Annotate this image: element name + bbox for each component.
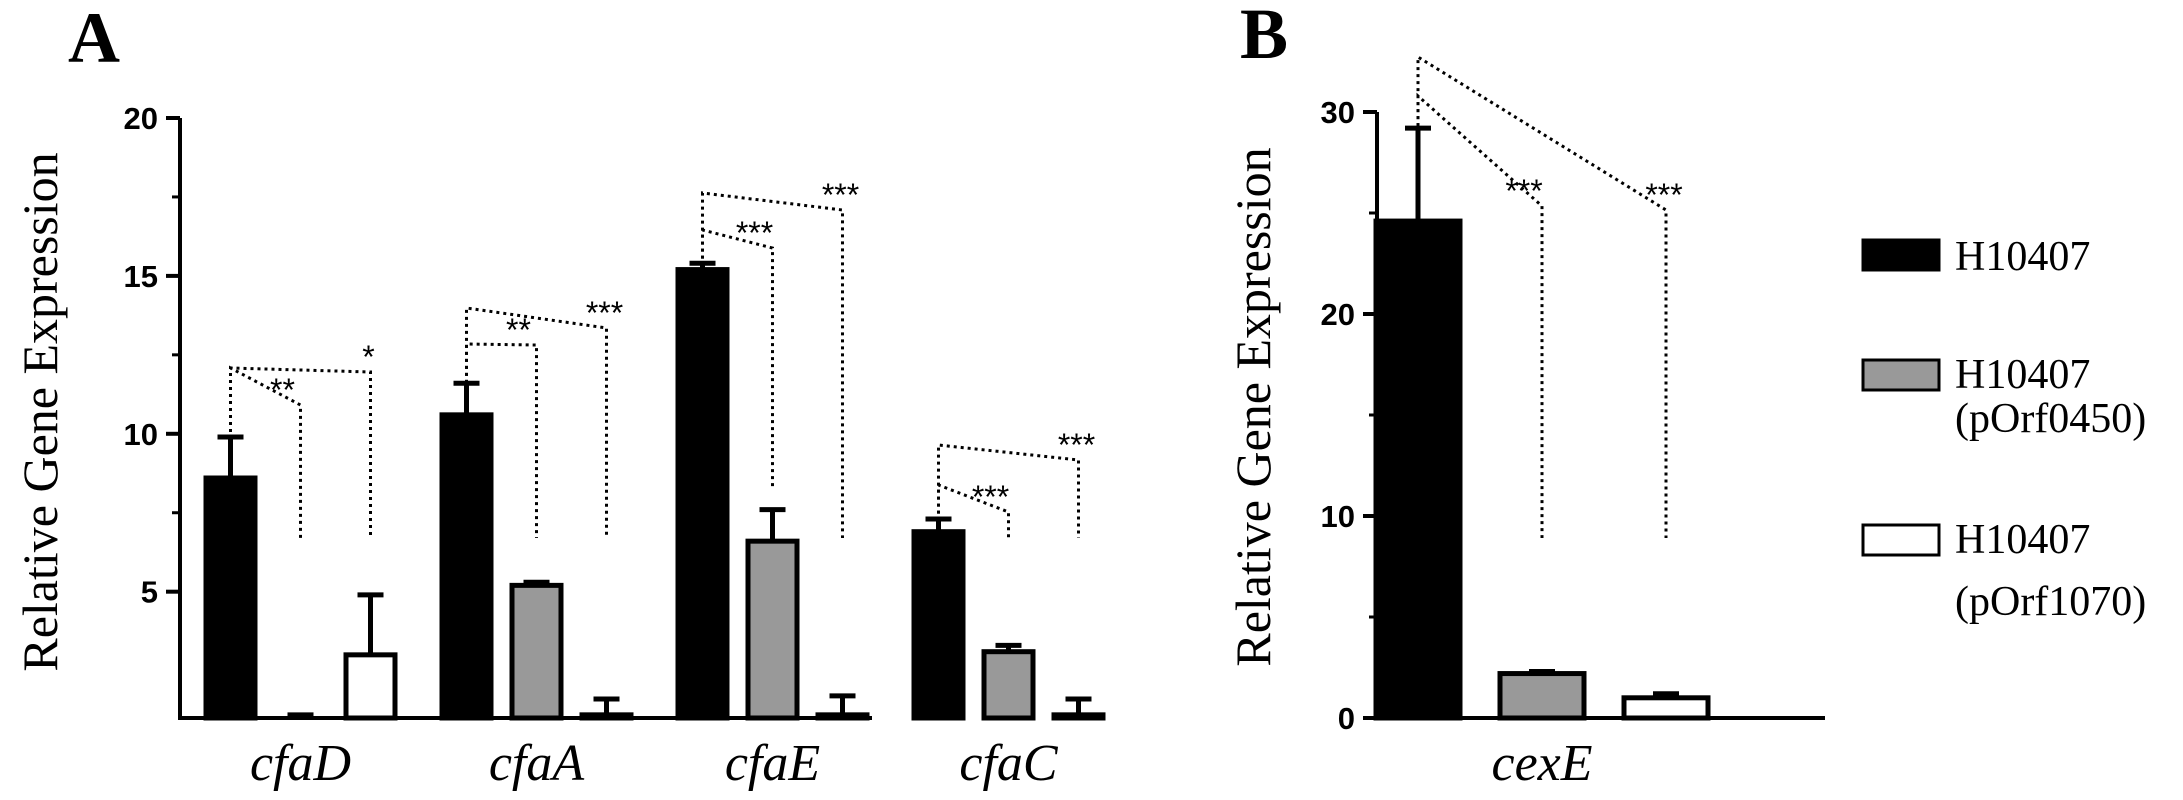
panel-b-significance-label: ***	[1505, 173, 1542, 209]
panel-a-significance-label: ***	[972, 479, 1009, 515]
panel-a-bar-cfaA-0	[439, 412, 494, 721]
panel-a-bar-cfaE-2	[815, 712, 870, 721]
panel-a-category-label: cfaD	[250, 735, 351, 792]
panel-a-category-label: cfaA	[489, 735, 585, 792]
panel-b-bar-cexE-2	[1621, 695, 1711, 721]
legend-label-h10407: H10407	[1955, 234, 2090, 280]
legend-label-porf1070-line1: H10407	[1955, 517, 2090, 563]
panel-a-bar-cfaD-2	[343, 652, 398, 721]
panel-a-significance-bracket	[465, 342, 538, 538]
panel-b-y-tick-label: 20	[1321, 297, 1355, 332]
panel-b-category-label: cexE	[1491, 735, 1592, 792]
panel-a-category-label: cfaC	[959, 735, 1059, 792]
panel-a-significance-bracket	[701, 191, 844, 538]
panel-a-significance-label: **	[506, 312, 531, 348]
panel-a-bar-cfaE-0	[675, 267, 730, 721]
panel-a-y-tick-label: 10	[124, 417, 158, 452]
panel-a-category-label: cfaE	[725, 735, 820, 792]
panel-b-bar-cexE-1	[1497, 671, 1587, 721]
panel-b-letter: B	[1240, 0, 1288, 74]
legend-swatch-h10407	[1861, 238, 1941, 272]
panel-a-bar-cfaC-2	[1051, 712, 1106, 721]
panel-a-y-tick-label: 15	[124, 259, 158, 294]
legend: H10407 H10407 (pOrf0450) H10407 (pOrf107…	[1861, 234, 2146, 625]
panel-a-letter: A	[68, 0, 120, 78]
panel-a-bar-cfaD-0	[203, 475, 258, 721]
panel-b-y-tick-label: 0	[1338, 701, 1355, 736]
panel-a-bar-cfaC-0	[911, 529, 966, 721]
panel-b-y-tick-label: 30	[1321, 95, 1355, 130]
legend-label-porf1070-line2: (pOrf1070)	[1955, 579, 2146, 625]
panel-b-bar-cexE-0	[1373, 218, 1463, 721]
panel-a-significance-label: ***	[736, 215, 773, 251]
panel-a-significance-label: ***	[586, 295, 623, 331]
panel-a-bar-cfaC-1	[981, 649, 1036, 721]
panel-a-significance-label: ***	[1058, 427, 1095, 463]
panel-b-ylabel: Relative Gene Expression	[1225, 147, 1281, 666]
panel-a-bar-cfaA-2	[579, 712, 634, 721]
legend-label-porf0450-line2: (pOrf0450)	[1955, 396, 2146, 442]
legend-label-porf0450-line1: H10407	[1955, 352, 2090, 398]
legend-swatch-porf0450	[1861, 358, 1941, 392]
panel-a-y-tick-label: 5	[141, 575, 158, 610]
panel-a-significance-label: ***	[822, 177, 859, 213]
panel-b-significance-label: ***	[1645, 177, 1682, 213]
panel-b-significance-bracket	[1416, 92, 1544, 538]
legend-swatch-porf1070	[1861, 523, 1941, 557]
panel-a-significance-bracket	[701, 228, 774, 488]
panel-a-bar-cfaE-1	[745, 538, 800, 721]
panel-b-plot: 0 10 20 30 cexE *** ***	[1321, 54, 1825, 792]
panel-a-significance-label: **	[270, 372, 295, 408]
panel-a-y-tick-label: 20	[124, 101, 158, 136]
panel-b-y-tick-label: 10	[1321, 499, 1355, 534]
panel-a-significance-bracket	[465, 306, 608, 538]
panel-a-significance-bracket	[229, 366, 372, 538]
panel-a-ylabel: Relative Gene Expression	[12, 152, 68, 671]
panel-a-bar-cfaA-1	[509, 582, 564, 721]
panel-a-significance-label: *	[362, 339, 374, 375]
